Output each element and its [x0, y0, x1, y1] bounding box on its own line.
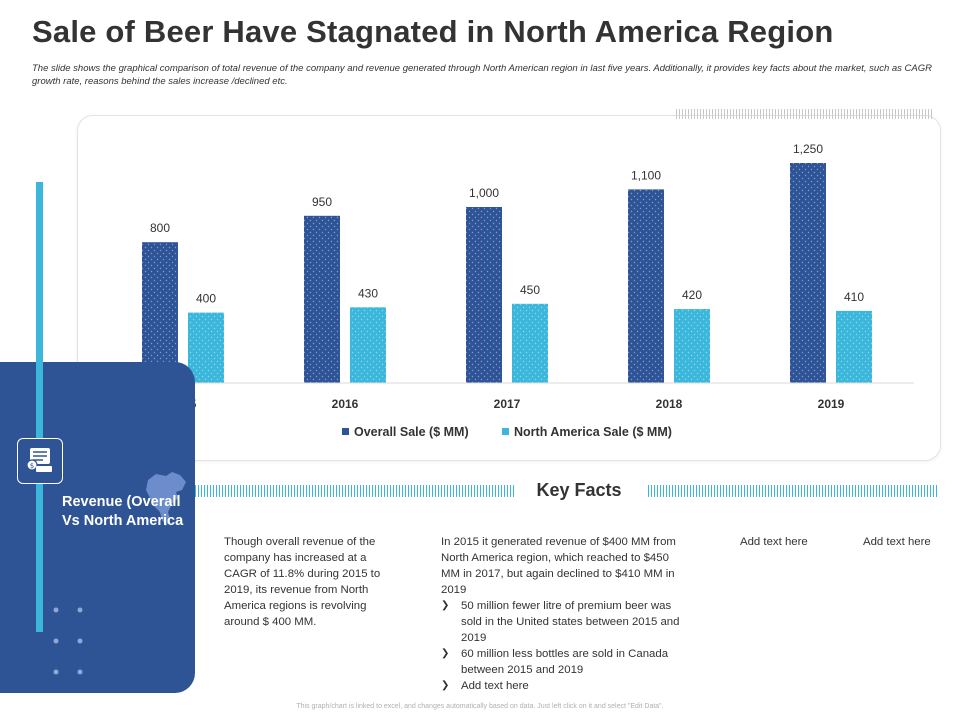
bullet-marker-icon: ❯ — [441, 648, 450, 659]
key-fact-bullet: ❯ Add text here — [441, 678, 686, 694]
data-label: 800 — [150, 221, 170, 235]
data-label: 450 — [520, 283, 540, 297]
data-label: 420 — [682, 288, 702, 302]
bar-overall-sale — [142, 242, 178, 383]
bar-north-america-sale — [188, 312, 224, 383]
legend-swatch — [342, 428, 349, 435]
data-label: 1,000 — [469, 186, 499, 200]
bar-overall-sale — [628, 189, 664, 383]
key-facts-title: Key Facts — [536, 480, 622, 500]
decorative-hatch — [676, 109, 934, 119]
side-panel-label: Revenue (Overall Vs North America — [62, 494, 184, 529]
key-facts-hatch-left — [195, 485, 515, 497]
data-label: 1,100 — [631, 168, 661, 182]
decorative-dots — [53, 607, 83, 675]
slide-title: Sale of Beer Have Stagnated in North Ame… — [32, 14, 834, 49]
bar-north-america-sale — [350, 307, 386, 383]
key-fact-column-1: Though overall revenue of the company ha… — [224, 534, 384, 630]
key-fact-intro: In 2015 it generated revenue of $400 MM … — [441, 536, 676, 596]
bar-north-america-sale — [674, 309, 710, 383]
key-fact-column-2: In 2015 it generated revenue of $400 MM … — [441, 534, 686, 694]
bar-north-america-sale — [512, 303, 548, 383]
x-tick-label: 2019 — [818, 397, 845, 411]
data-label: 1,250 — [793, 142, 823, 156]
data-label: 400 — [196, 292, 216, 306]
accent-vertical-line-overlay — [36, 362, 43, 632]
footer-note: This graph/chart is linked to excel, and… — [296, 703, 664, 710]
bullet-marker-icon: ❯ — [441, 600, 450, 611]
x-tick-label: 2016 — [332, 397, 359, 411]
key-facts-hatch-right — [648, 485, 938, 497]
bullet-text: Add text here — [461, 680, 529, 692]
bar-chart: 800400201595043020161,00045020171,100420… — [103, 142, 914, 439]
key-fact-bullet: ❯ 60 million less bottles are sold in Ca… — [441, 646, 686, 678]
key-fact-text: Add text here — [740, 536, 808, 548]
bar-north-america-sale — [836, 310, 872, 383]
bar-overall-sale — [790, 163, 826, 383]
bar-overall-sale — [304, 215, 340, 383]
key-fact-bullet: ❯ 50 million fewer litre of premium beer… — [441, 598, 686, 646]
x-tick-label: 2018 — [656, 397, 683, 411]
slide-subtitle: The slide shows the graphical comparison… — [32, 63, 932, 87]
revenue-document-icon: $ — [17, 438, 63, 484]
bar-overall-sale — [466, 207, 502, 383]
bullet-marker-icon: ❯ — [441, 680, 450, 691]
side-panel — [0, 362, 195, 693]
legend-label: Overall Sale ($ MM) — [354, 425, 469, 439]
svg-text:$: $ — [30, 462, 34, 470]
data-label: 950 — [312, 195, 332, 209]
north-america-map-icon — [146, 472, 186, 526]
x-tick-label: 2017 — [494, 397, 521, 411]
legend-label: North America Sale ($ MM) — [514, 425, 672, 439]
key-fact-column-3: Add text here — [740, 534, 810, 550]
key-fact-text: Though overall revenue of the company ha… — [224, 536, 381, 628]
data-label: 430 — [358, 286, 378, 300]
key-fact-column-4: Add text here — [863, 534, 933, 550]
bullet-text: 60 million less bottles are sold in Cana… — [461, 648, 669, 676]
key-fact-text: Add text here — [863, 536, 931, 548]
legend-swatch — [502, 428, 509, 435]
bullet-text: 50 million fewer litre of premium beer w… — [461, 600, 680, 644]
data-label: 410 — [844, 290, 864, 304]
